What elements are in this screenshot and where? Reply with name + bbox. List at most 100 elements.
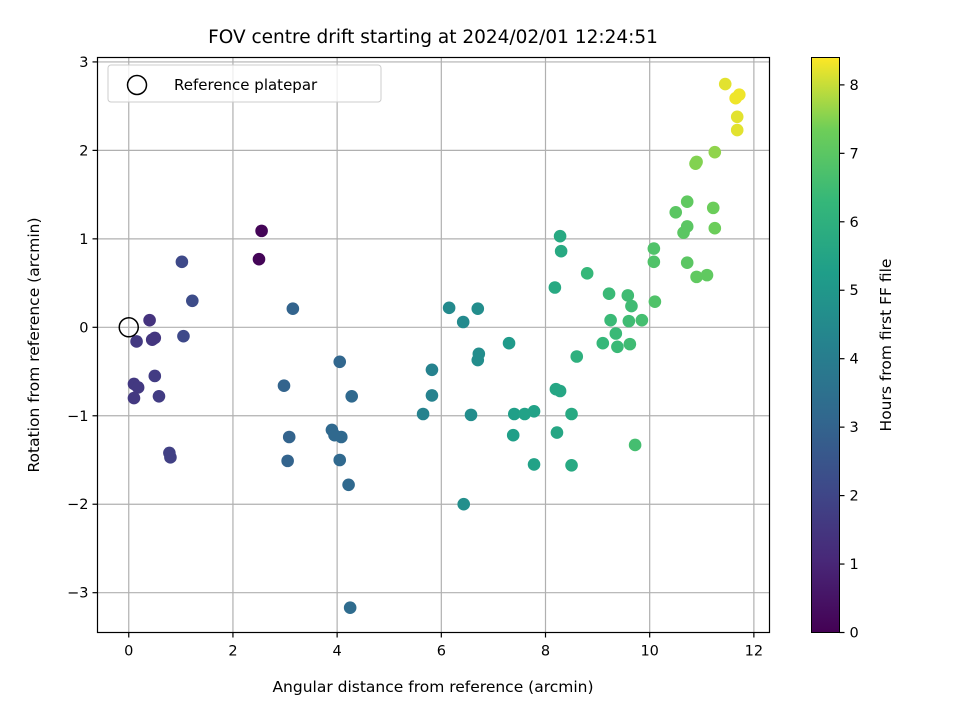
scatter-point [502, 336, 516, 350]
colorbar-tick-label: 6 [850, 215, 859, 231]
scatter-point [425, 389, 439, 402]
plot-frame [96, 56, 771, 634]
scatter-point [464, 408, 478, 422]
scatter-point [333, 355, 347, 369]
colorbar-label: Hours from first FF file [877, 259, 895, 432]
scatter-point [148, 331, 162, 345]
scatter-point [680, 256, 694, 270]
scatter-point [164, 451, 177, 464]
colorbar-tick-label: 8 [850, 78, 859, 94]
colorbar-tick-label: 5 [850, 283, 859, 299]
scatter-point [623, 337, 637, 351]
x-axis-ticks: 0 2 4 6 8 10 12 [124, 632, 763, 660]
scatter-point [570, 350, 584, 363]
scatter-point [690, 155, 703, 169]
scatter-point [127, 391, 141, 405]
legend-label: Reference platepar [174, 76, 318, 94]
scatter-point [708, 145, 722, 159]
scatter-point [343, 601, 357, 615]
scatter-point [609, 327, 623, 340]
scatter-point [718, 77, 732, 91]
scatter-point [342, 478, 355, 492]
x-tick-label: 4 [333, 644, 342, 660]
legend-box [107, 64, 382, 103]
scatter-point [282, 430, 296, 444]
scatter-point [565, 459, 578, 472]
x-tick-label: 12 [745, 644, 763, 660]
scatter-point [277, 379, 291, 392]
scatter-point [177, 329, 190, 343]
scatter-point [554, 244, 568, 258]
y-tick-label: 0 [79, 320, 88, 336]
scatter-point [507, 407, 521, 421]
scatter-point [635, 313, 649, 327]
scatter-point [680, 220, 694, 233]
y-tick-label: 2 [79, 143, 88, 159]
scatter-point [143, 313, 156, 327]
scatter-point [604, 313, 617, 327]
scatter-point [690, 270, 703, 284]
scatter-point [131, 381, 145, 394]
scatter-point [669, 206, 683, 219]
scatter-point [647, 242, 661, 255]
scatter-point [611, 340, 624, 354]
reference-marker [118, 317, 140, 338]
legend-marker [126, 74, 148, 96]
x-axis-label: Angular distance from reference (arcmin) [272, 678, 593, 696]
scatter-point [425, 363, 439, 377]
scatter-point [416, 407, 430, 421]
colorbar-tick-label: 1 [850, 557, 859, 573]
scatter-point [648, 295, 662, 308]
colorbar-ticks: 0 1 2 3 4 5 6 7 8 [839, 78, 859, 642]
scatter-point [506, 428, 520, 442]
scatter-point [333, 453, 347, 467]
scatter-point [471, 353, 485, 367]
scatter-point [457, 497, 471, 511]
scatter-point [550, 426, 564, 439]
scatter-point [730, 110, 744, 124]
y-tick-label: 3 [79, 55, 88, 71]
y-tick-label: −1 [67, 409, 88, 425]
scatter-point [527, 458, 541, 471]
scatter-point [602, 287, 616, 300]
scatter-point [700, 268, 714, 282]
scatter-point [706, 201, 720, 215]
colorbar-tick-label: 4 [850, 352, 859, 368]
scatter-point [148, 369, 162, 383]
grid-lines [97, 57, 770, 633]
scatter-point [252, 252, 266, 266]
scatter-point [281, 454, 294, 468]
scatter-point [565, 407, 578, 421]
scatter-point [456, 315, 470, 329]
scatter-point [680, 195, 694, 208]
colorbar-tick-label: 2 [850, 489, 859, 505]
scatter-point [345, 390, 359, 403]
scatter-point [442, 301, 456, 315]
scatter-point [580, 267, 594, 280]
scatter-point [130, 335, 143, 348]
scatter-point [625, 299, 638, 313]
scatter-point [255, 224, 268, 238]
y-tick-label: −2 [67, 497, 88, 513]
colorbar-tick-label: 3 [850, 420, 859, 436]
scatter-point [628, 438, 642, 452]
x-tick-label: 2 [228, 644, 237, 660]
scatter-point [622, 314, 636, 328]
x-tick-label: 0 [124, 644, 133, 660]
scatter-point [548, 281, 562, 294]
scatter-point [471, 302, 485, 316]
scatter-point [596, 336, 610, 350]
legend[interactable]: Reference platepar [107, 64, 382, 103]
scatter-point [621, 289, 635, 302]
colorbar [811, 57, 840, 633]
scatter-point [730, 123, 744, 137]
scatter-point [553, 229, 567, 243]
scatter-point [334, 430, 348, 444]
colorbar-tick-label: 7 [850, 146, 859, 162]
scatter-point [647, 255, 661, 269]
scatter-point [527, 405, 541, 418]
colorbar-tick-label: 0 [850, 626, 859, 642]
y-axis-ticks: −3 −2 −1 0 1 2 3 [67, 55, 98, 602]
scatter-point [186, 294, 199, 308]
